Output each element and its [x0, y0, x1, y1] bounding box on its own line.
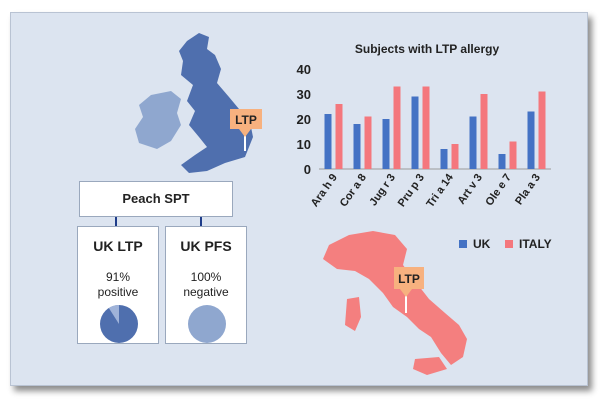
bar-uk-ara-h-9	[324, 114, 332, 169]
uk-ltp-pie	[100, 305, 138, 343]
y-tick-label: 20	[297, 112, 311, 127]
pie-slice-main	[188, 305, 226, 343]
legend-uk: UK	[459, 237, 490, 251]
legend-uk-label: UK	[473, 237, 491, 251]
x-tick-label: Ara h 9	[309, 172, 340, 209]
uk-flag-label: LTP	[235, 113, 257, 127]
x-tick-label: Ole e 7	[483, 172, 514, 208]
uk-ltp-percent: 91%	[105, 270, 131, 284]
bar-uk-pla-a-3	[527, 111, 535, 169]
bar-italy-pru-p-3	[422, 86, 430, 169]
uk-map	[179, 33, 253, 173]
uk-ltp-box: UK LTP 91% positive	[77, 226, 159, 344]
bar-italy-pla-a-3	[538, 91, 546, 169]
bar-italy-cor-a-8	[364, 116, 372, 169]
figure-panel: LTP LTP Peach SPT UK LTP 91% positive UK…	[10, 12, 588, 386]
uk-pfs-title: UK PFS	[180, 238, 232, 254]
x-tick-label: Cor a 8	[338, 172, 369, 209]
legend-italy-swatch	[505, 240, 513, 248]
x-tick-label: Pla a 3	[513, 172, 543, 207]
uk-ltp-title: UK LTP	[93, 238, 143, 254]
y-tick-label: 30	[297, 87, 311, 102]
sardinia-map	[345, 297, 361, 331]
sicily-map	[413, 357, 447, 375]
ireland-map	[135, 91, 181, 149]
legend-uk-swatch	[459, 240, 467, 248]
bar-uk-art-v-3	[469, 116, 477, 169]
bar-uk-cor-a-8	[353, 124, 361, 169]
y-tick-label: 10	[297, 137, 311, 152]
italy-flag-label: LTP	[398, 272, 420, 286]
bar-italy-jug-r-3	[393, 86, 401, 169]
italy-map	[323, 231, 467, 365]
x-tick-label: Art v 3	[455, 172, 484, 207]
y-tick-label: 0	[304, 162, 311, 177]
peach-spt-label: Peach SPT	[122, 191, 190, 206]
pie-slice-remainder	[108, 305, 119, 324]
legend-italy-label: ITALY	[519, 237, 552, 251]
y-tick-label: 40	[297, 62, 311, 77]
x-tick-label: Tri a 14	[424, 171, 456, 210]
bar-italy-ole-e-7	[509, 141, 517, 169]
bar-uk-tri-a-14	[440, 149, 448, 169]
peach-spt-box: Peach SPT	[79, 181, 233, 217]
x-tick-label: Pru p 3	[396, 172, 427, 209]
maps-layer: LTP LTP	[110, 33, 467, 375]
bar-italy-art-v-3	[480, 94, 488, 169]
uk-pfs-status: negative	[183, 285, 229, 299]
legend-italy: ITALY	[505, 237, 552, 251]
uk-flag	[230, 109, 262, 137]
bar-chart: Subjects with LTP allergy 0 10 20 30 40 Ara h…	[297, 42, 551, 210]
bar-uk-jug-r-3	[382, 119, 390, 169]
bar-italy-ara-h-9	[335, 104, 343, 169]
uk-pfs-percent: 100%	[190, 270, 222, 284]
x-tick-label: Jug r 3	[367, 172, 398, 208]
chart-title: Subjects with LTP allergy	[355, 42, 500, 56]
bar-uk-ole-e-7	[498, 154, 506, 169]
italy-flag	[394, 267, 424, 297]
bar-italy-tri-a-14	[451, 144, 459, 169]
uk-ltp-status: positive	[97, 285, 139, 299]
bar-uk-pru-p-3	[411, 96, 419, 169]
uk-pfs-pie	[188, 305, 226, 343]
uk-pfs-box: UK PFS 100% negative	[165, 226, 247, 344]
